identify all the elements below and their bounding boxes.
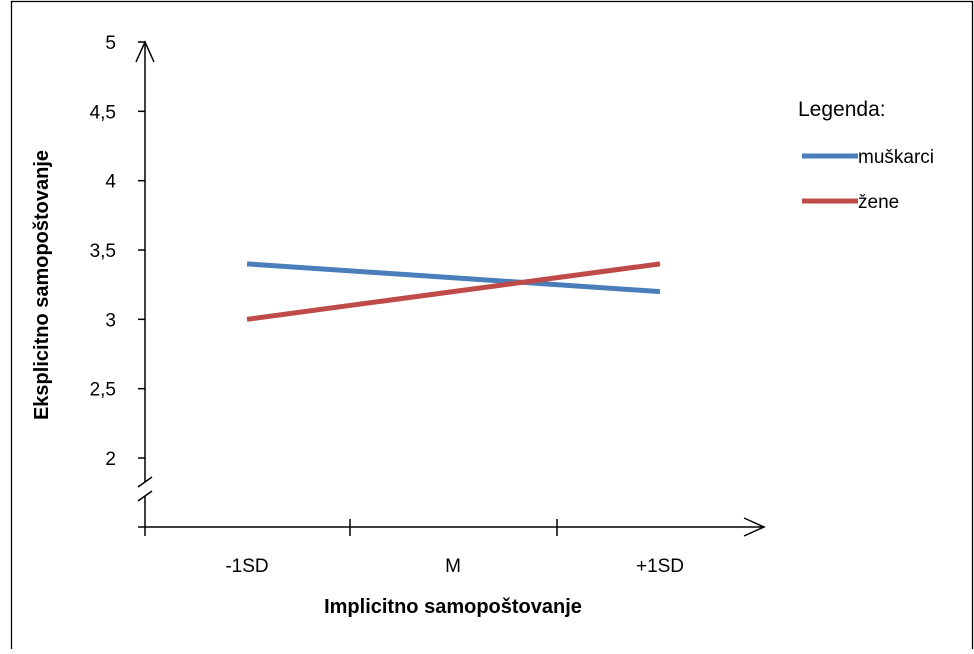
y-tick-label: 3,5 xyxy=(90,241,116,262)
y-ticks: 5 4,5 4 3,5 3 2,5 2 xyxy=(90,33,145,470)
series-group xyxy=(246,261,661,322)
y-tick-label: 2 xyxy=(105,449,116,470)
legend-title: Legenda: xyxy=(798,98,886,121)
y-tick-label: 3 xyxy=(105,310,116,331)
series-line-1 xyxy=(246,261,661,295)
y-axis: 5 4,5 4 3,5 3 2,5 2 xyxy=(90,33,155,536)
y-axis-break-mark-2 xyxy=(137,490,153,502)
series-line-2 xyxy=(246,261,661,322)
y-tick-label: 4,5 xyxy=(90,102,116,123)
x-axis: -1SD M +1SD xyxy=(138,517,766,577)
x-tick-label: +1SD xyxy=(636,556,684,577)
x-axis-title: Implicitno samopoštovanje xyxy=(324,596,582,618)
y-axis-break-mark-1 xyxy=(137,476,153,488)
y-tick-label: 2,5 xyxy=(90,380,116,401)
chart-border xyxy=(10,0,974,654)
x-axis-arrowhead xyxy=(743,517,766,537)
legend-label-1: muškarci xyxy=(858,147,934,168)
y-axis-title: Eksplicitno samopoštovanje xyxy=(31,150,53,420)
y-tick-label: 5 xyxy=(105,33,116,54)
x-ticks: -1SD M +1SD xyxy=(225,519,684,577)
x-tick-label: M xyxy=(445,556,461,577)
x-tick-label: -1SD xyxy=(225,556,268,577)
legend-entries: muškarci žene xyxy=(802,147,934,213)
legend: Legenda: muškarci žene xyxy=(798,98,934,213)
legend-label-2: žene xyxy=(858,192,899,213)
y-tick-label: 4 xyxy=(105,172,116,193)
